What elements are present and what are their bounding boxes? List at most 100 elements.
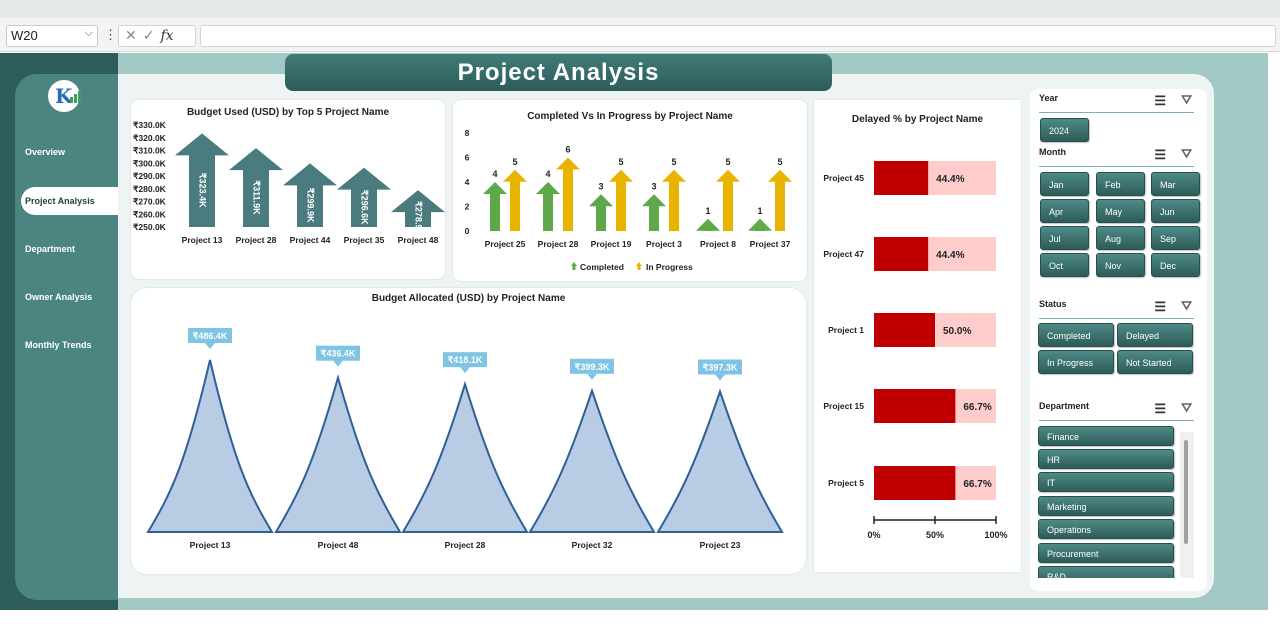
x-tick-label: Project 28 — [236, 235, 277, 245]
formula-input[interactable] — [200, 25, 1276, 47]
multi-select-icon[interactable]: ☰ — [1154, 147, 1166, 162]
bar-arrow-in-progress — [662, 169, 686, 231]
slicer-month-may[interactable]: May — [1096, 199, 1145, 223]
x-tick-label: Project 13 — [182, 235, 223, 245]
data-label: 4 — [492, 169, 497, 179]
slicer-month-nov[interactable]: Nov — [1096, 253, 1145, 277]
bar — [874, 161, 929, 195]
nav-department[interactable]: Department — [25, 244, 76, 254]
insert-function-icon[interactable]: fx — [160, 28, 174, 44]
y-tick-label: ₹290.0K — [133, 171, 167, 181]
y-tick-label: ₹270.0K — [133, 197, 167, 207]
y-tick-label: ₹310.0K — [133, 146, 167, 156]
data-label: 3 — [651, 181, 656, 191]
data-label: 44.4% — [936, 250, 964, 261]
slicer-dept-hr[interactable]: HR — [1038, 449, 1174, 469]
slicer-year-2024[interactable]: 2024 — [1040, 118, 1089, 142]
slicer-dept-finance[interactable]: Finance — [1038, 426, 1174, 446]
peak-shape — [528, 387, 656, 533]
data-label: 44.4% — [936, 174, 964, 185]
data-label-pointer — [205, 343, 215, 349]
more-options-icon[interactable]: ⋮ — [104, 27, 117, 42]
slicer-dept-rnd[interactable]: R&D — [1038, 566, 1174, 578]
y-tick-label: ₹250.0K — [133, 222, 167, 232]
formula-bar: W20 ⌵ ⋮ ✕✓fx — [0, 18, 1280, 52]
slicer-month-jan[interactable]: Jan — [1040, 172, 1089, 196]
company-logo: K — [46, 78, 82, 114]
slicer-status-completed[interactable]: Completed — [1038, 323, 1114, 347]
bar-arrow-in-progress — [768, 169, 792, 231]
status-slicer-title: Status — [1039, 299, 1067, 309]
multi-select-icon[interactable]: ☰ — [1154, 401, 1166, 416]
slicer-dept-procurement[interactable]: Procurement — [1038, 543, 1174, 563]
clear-filter-icon[interactable]: ⛛ — [1181, 400, 1192, 415]
data-label: 3 — [598, 181, 603, 191]
nav-overview[interactable]: Overview — [25, 147, 66, 157]
data-label: ₹399.3K — [575, 362, 610, 372]
completed-vs-progress-title: Completed Vs In Progress by Project Name — [527, 111, 733, 122]
slicer-dept-marketing[interactable]: Marketing — [1038, 496, 1174, 516]
y-tick-label: 0 — [465, 226, 470, 236]
x-tick-label: Project 8 — [700, 239, 736, 249]
y-tick-label: 8 — [465, 128, 470, 138]
data-label: ₹418.1K — [448, 355, 483, 365]
cancel-icon[interactable]: ✕ — [125, 27, 143, 43]
x-tick-label: Project 35 — [344, 235, 385, 245]
multi-select-icon[interactable]: ☰ — [1154, 93, 1166, 108]
confirm-icon[interactable]: ✓ — [142, 27, 161, 43]
x-tick-label: Project 13 — [190, 540, 231, 550]
multi-select-icon[interactable]: ☰ — [1154, 299, 1166, 314]
data-label: ₹278.9K — [414, 201, 424, 236]
data-label: 50.0% — [943, 326, 971, 337]
x-tick-label: Project 23 — [700, 540, 741, 550]
slicer-month-sep[interactable]: Sep — [1151, 226, 1200, 250]
slicer-dept-it[interactable]: IT — [1038, 472, 1174, 492]
completed-vs-progress-chart: 8 6 4 2 0 4 5 Project 25 4 6 Project 28 3 5 Project 1… — [465, 128, 792, 272]
data-label: 6 — [565, 145, 570, 155]
slicer-dept-operations[interactable]: Operations — [1038, 519, 1174, 539]
nav-project-analysis[interactable]: Project Analysis — [21, 187, 118, 215]
bar-arrow-completed — [589, 194, 613, 231]
legend-in-progress-label: In Progress — [646, 262, 693, 272]
name-box[interactable]: W20 ⌵ — [6, 25, 98, 47]
chevron-down-icon[interactable]: ⌵ — [84, 27, 93, 39]
y-tick-label: Project 1 — [828, 325, 864, 335]
data-label: ₹311.9K — [252, 180, 262, 215]
data-label-box — [698, 359, 742, 375]
slicer-month-mar[interactable]: Mar — [1151, 172, 1200, 196]
clear-filter-icon[interactable]: ⛛ — [1181, 298, 1192, 313]
slicer-month-apr[interactable]: Apr — [1040, 199, 1089, 223]
slicer-month-aug[interactable]: Aug — [1096, 226, 1145, 250]
slicer-month-oct[interactable]: Oct — [1040, 253, 1089, 277]
nav-owner-analysis[interactable]: Owner Analysis — [25, 292, 93, 302]
x-tick-label: 100% — [984, 530, 1007, 540]
data-label: ₹299.9K — [306, 188, 316, 223]
data-label-pointer — [715, 374, 725, 381]
nav-monthly-trends[interactable]: Monthly Trends — [25, 340, 92, 350]
slicer-month-jun[interactable]: Jun — [1151, 199, 1200, 223]
bar-arrow-in-progress — [503, 169, 527, 231]
clear-filter-icon[interactable]: ⛛ — [1181, 146, 1192, 161]
slicer-status-not-started[interactable]: Not Started — [1117, 350, 1193, 374]
slicer-month-feb[interactable]: Feb — [1096, 172, 1145, 196]
slicer-month-jul[interactable]: Jul — [1040, 226, 1089, 250]
department-slicer-list[interactable]: Finance HR IT Marketing Operations Procu… — [1036, 424, 1178, 578]
clear-filter-icon[interactable]: ⛛ — [1181, 92, 1192, 107]
bar-arrow-in-progress — [716, 169, 740, 231]
bar-arrow — [391, 190, 445, 227]
bar-arrow — [337, 167, 391, 227]
department-slicer-title: Department — [1039, 401, 1090, 411]
y-tick-label: ₹260.0K — [133, 209, 167, 219]
x-tick-label: Project 3 — [646, 239, 682, 249]
bar-arrow-completed — [748, 218, 772, 231]
slicer-month-dec[interactable]: Dec — [1151, 253, 1200, 277]
department-scroll-thumb[interactable] — [1184, 440, 1188, 544]
slicer-status-delayed[interactable]: Delayed — [1117, 323, 1193, 347]
slicer-status-in-progress[interactable]: In Progress — [1038, 350, 1114, 374]
budget-used-card: Budget Used (USD) by Top 5 Project Name … — [131, 100, 445, 279]
x-tick-label: Project 48 — [318, 540, 359, 550]
data-label: 1 — [705, 206, 710, 216]
peak-shape — [401, 380, 529, 533]
data-label: 1 — [757, 206, 762, 216]
